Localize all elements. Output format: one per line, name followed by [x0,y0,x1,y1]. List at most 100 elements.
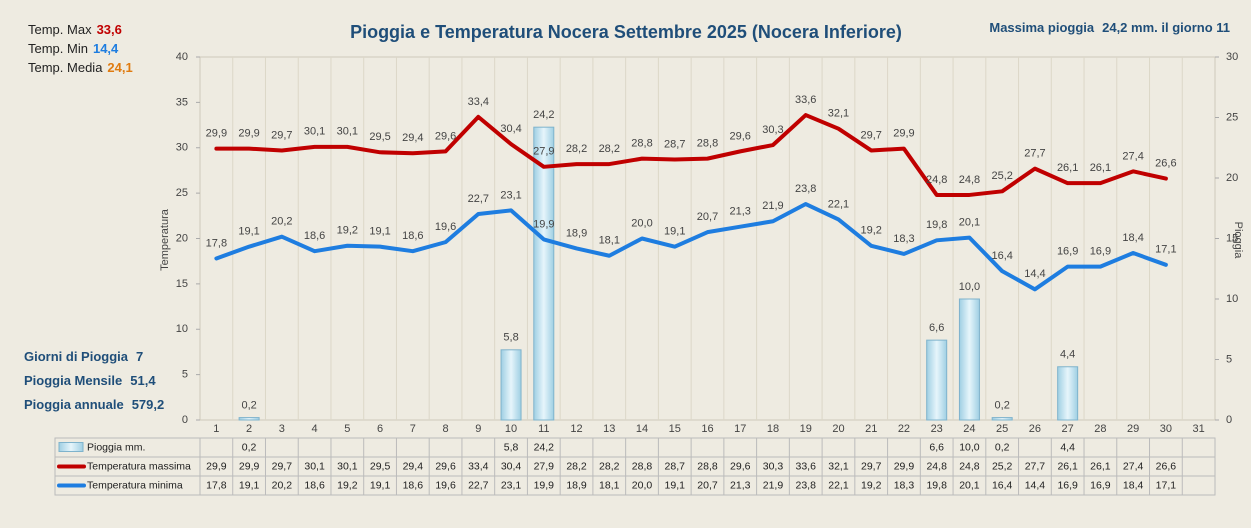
y2-tick-label: 15 [1226,232,1238,244]
stat-label: Temp. Max 33,6 [28,22,122,37]
table-cell: 19,2 [861,479,882,491]
line-value-label: 29,9 [238,128,259,140]
line-value-label: 23,1 [500,189,521,201]
y-tick-label: 10 [176,323,188,335]
x-tick-label: 9 [475,423,481,435]
stat-name: Temp. Media [28,60,103,75]
line-value-label: 18,3 [893,233,914,245]
line-value-label: 26,6 [1155,158,1176,170]
x-tick-label: 30 [1160,423,1172,435]
table-cell: 28,7 [665,460,686,472]
line-value-label: 30,1 [337,126,358,138]
line-value-label: 28,2 [566,143,587,155]
line-value-label: 16,9 [1057,246,1078,258]
line-value-label: 33,6 [795,94,816,106]
table-cell: 33,4 [468,460,489,472]
temperature-line [214,202,1168,292]
table-cell: 20,1 [959,479,980,491]
table-cell: 18,6 [304,479,325,491]
stat-value: 33,6 [97,22,122,37]
rain-stat-value: 7 [136,349,143,364]
line-value-label: 14,4 [1024,268,1045,280]
x-tick-label: 14 [636,423,648,435]
table-cell: 18,6 [403,479,424,491]
table-cell: 5,8 [504,441,519,453]
x-tick-label: 15 [669,423,681,435]
rain-stat: Pioggia annuale 579,2 [24,397,164,412]
table-cell: 21,3 [730,479,751,491]
line-value-label: 20,2 [271,216,292,228]
y2-tick-label: 10 [1226,293,1238,305]
table-cell: 27,4 [1123,460,1144,472]
table-cell: 26,1 [1057,460,1078,472]
table-cell: 29,9 [239,460,260,472]
stat-name: Temp. Min [28,41,88,56]
rain-stat-value: 579,2 [132,397,165,412]
line-value-label: 28,7 [664,138,685,150]
table-cell: 20,7 [697,479,718,491]
x-tick-label: 16 [701,423,713,435]
table-cell: 10,0 [959,441,980,453]
y-tick-label: 20 [176,232,188,244]
line-value-label: 16,9 [1090,246,1111,258]
table-cell: 33,6 [796,460,817,472]
rain-stat: Giorni di Pioggia 7 [24,349,143,364]
x-tick-label: 21 [865,423,877,435]
rain-stat-label: Pioggia annuale [24,397,124,412]
table-cell: 28,2 [599,460,620,472]
table-cell: 30,1 [337,460,358,472]
table-cell: 29,6 [435,460,456,472]
stat-value: 14,4 [93,41,119,56]
line-value-label: 20,0 [631,217,652,229]
rain-stat: Pioggia Mensile 51,4 [24,373,156,388]
rain-bar [926,339,948,421]
table-cell: 29,7 [272,460,293,472]
y2-tick-label: 20 [1226,172,1238,184]
legend-label: Pioggia mm. [87,441,145,453]
x-tick-label: 28 [1094,423,1106,435]
table-cell: 23,1 [501,479,522,491]
line-value-label: 24,8 [926,174,947,186]
line-value-label: 26,1 [1090,162,1111,174]
line-value-label: 29,6 [730,130,751,142]
table-cell: 17,8 [206,479,227,491]
table-cell: 4,4 [1060,441,1075,453]
y-tick-label: 40 [176,51,188,63]
line-value-label: 19,2 [860,225,881,237]
y2-axis-label: Pioggia [1232,222,1244,260]
line-value-label: 28,8 [631,138,652,150]
line-value-label: 19,8 [926,219,947,231]
line-value-label: 25,2 [991,170,1012,182]
x-tick-label: 17 [734,423,746,435]
line-value-label: 18,4 [1122,232,1143,244]
line-value-label: 19,6 [435,221,456,233]
y2-tick-label: 5 [1226,353,1232,365]
table-cell: 21,9 [763,479,784,491]
y2-tick-label: 0 [1226,414,1232,426]
y-tick-label: 30 [176,142,188,154]
table-cell: 19,1 [665,479,686,491]
x-tick-label: 6 [377,423,383,435]
line-value-label: 30,4 [500,123,521,135]
x-tick-label: 23 [931,423,943,435]
table-cell: 17,1 [1156,479,1177,491]
line-value-label: 29,7 [860,129,881,141]
table-cell: 30,3 [763,460,784,472]
table-cell: 26,6 [1156,460,1177,472]
line-value-label: 19,1 [238,226,259,238]
line-value-label: 19,1 [369,226,390,238]
table-cell: 29,6 [730,460,751,472]
stat-value: 24,1 [107,60,132,75]
table-cell: 30,4 [501,460,522,472]
line-value-label: 23,8 [795,183,816,195]
x-tick-label: 5 [344,423,350,435]
table-cell: 16,4 [992,479,1013,491]
x-tick-label: 25 [996,423,1008,435]
table-cell: 30,1 [304,460,325,472]
line-value-label: 19,9 [533,218,554,230]
max-rain: Massima pioggia 24,2 mm. il giorno 11 [989,20,1230,35]
table-cell: 27,9 [534,460,555,472]
x-tick-label: 26 [1029,423,1041,435]
y-tick-label: 5 [182,369,188,381]
table-cell: 18,1 [599,479,620,491]
